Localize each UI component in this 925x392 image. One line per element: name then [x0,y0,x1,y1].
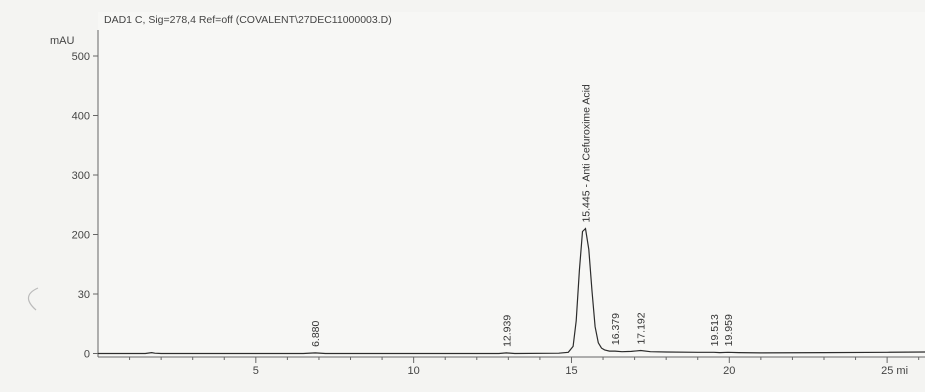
peak-labels: 6.880 12.939 15.445 - Anti Cefuroxime Acid… [310,84,735,347]
x-tick-label-2: 15 [565,365,577,377]
y-tick-label-4: 400 [72,111,90,123]
y-axis-label: mAU [50,35,75,47]
y-tick-label-3: 300 [72,170,90,182]
peak-label-5: 19.513 [709,314,721,346]
chart-title: DAD1 C, Sig=278,4 Ref=off (COVALENT\27DE… [104,14,392,26]
x-axis-ticks: 5 10 15 20 25 mi [129,357,920,377]
peak-label-2: 15.445 - Anti Cefuroxime Acid [581,84,593,222]
y-tick-label-1: 30 [78,289,90,301]
peak-label-1: 12.939 [501,315,513,347]
plot-area [98,12,925,357]
peak-label-6: 19.959 [723,314,735,346]
peak-label-0: 6.880 [310,320,322,346]
y-tick-label-2: 200 [72,230,90,242]
x-tick-label-0: 5 [253,365,259,377]
x-tick-label-1: 10 [408,365,420,377]
y-axis-ticks: 0 30 200 300 400 500 [72,51,98,361]
peak-label-4: 17.192 [636,312,648,344]
x-tick-label-3: 20 [723,365,735,377]
chromatogram-trace [98,227,925,355]
x-tick-label-4: 25 mi [881,365,908,377]
y-tick-label-0: 0 [84,349,90,361]
decorative-arc [27,287,39,311]
y-tick-label-5: 500 [72,51,90,63]
peak-label-3: 16.379 [610,313,622,345]
